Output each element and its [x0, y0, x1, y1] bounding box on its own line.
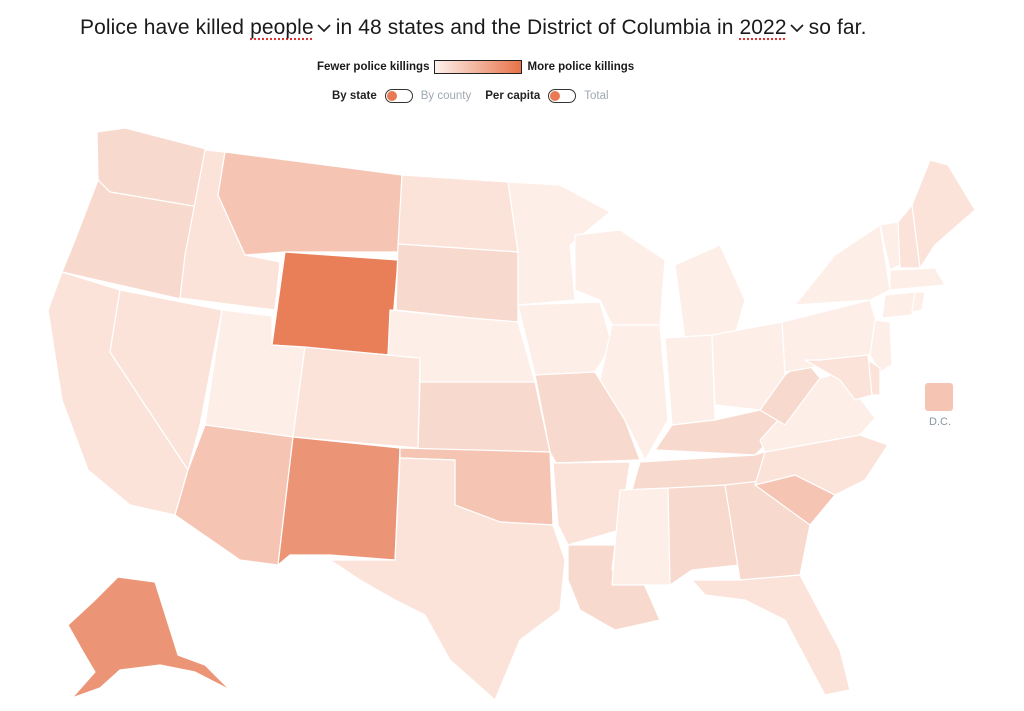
- legend-low-label: Fewer police killings: [317, 61, 430, 73]
- legend-high-label: More police killings: [527, 61, 635, 73]
- toggle-by-state-label[interactable]: By state: [332, 90, 377, 102]
- state-ME[interactable]: [911, 159, 976, 269]
- state-NM[interactable]: [277, 436, 401, 566]
- toggle-by-county-label[interactable]: By county: [420, 90, 472, 102]
- state-IN[interactable]: [664, 334, 716, 426]
- toggle-knob: [386, 91, 397, 101]
- state-MS[interactable]: [611, 487, 671, 586]
- state-MN[interactable]: [507, 181, 611, 306]
- state-MO[interactable]: [534, 371, 641, 464]
- state-TX[interactable]: [329, 457, 566, 701]
- state-NV[interactable]: [109, 289, 223, 471]
- chevron-down-icon[interactable]: [789, 20, 805, 36]
- dc-label: D.C.: [929, 416, 951, 428]
- color-legend: Fewer police killings More police killin…: [317, 60, 634, 74]
- state-WY[interactable]: [271, 251, 399, 356]
- measure-dropdown[interactable]: people: [250, 16, 314, 39]
- title-suffix: so far.: [808, 16, 867, 39]
- view-toggles: By state By county Per capita Total: [332, 89, 609, 103]
- state-NJ[interactable]: [869, 319, 893, 373]
- metric-toggle-switch[interactable]: [548, 89, 577, 103]
- map-title: Police have killed people in 48 states a…: [80, 16, 867, 40]
- state-FL[interactable]: [691, 574, 851, 696]
- state-WV[interactable]: [759, 359, 821, 426]
- state-MI[interactable]: [674, 244, 746, 341]
- title-middle: in 48 states and the District of Columbi…: [335, 16, 734, 39]
- state-ND[interactable]: [397, 174, 519, 253]
- title-prefix: Police have killed: [80, 16, 245, 39]
- state-RI[interactable]: [911, 291, 926, 313]
- toggle-per-capita-label[interactable]: Per capita: [485, 90, 541, 102]
- state-NY[interactable]: [794, 224, 891, 306]
- state-MD[interactable]: [804, 354, 873, 401]
- year-dropdown[interactable]: 2022: [739, 16, 787, 39]
- state-SD[interactable]: [395, 243, 519, 323]
- state-IL[interactable]: [599, 324, 669, 461]
- state-NC[interactable]: [754, 434, 889, 496]
- state-AR[interactable]: [552, 461, 631, 546]
- state-KS[interactable]: [417, 381, 551, 453]
- state-CT[interactable]: [881, 291, 916, 319]
- legend-gradient-bar: [434, 60, 523, 74]
- state-AK[interactable]: [67, 576, 231, 699]
- chevron-down-icon[interactable]: [316, 20, 332, 36]
- state-MT[interactable]: [217, 151, 403, 256]
- state-OR[interactable]: [61, 179, 206, 301]
- state-CO[interactable]: [292, 346, 421, 449]
- geography-toggle-switch[interactable]: [384, 89, 413, 103]
- toggle-total-label[interactable]: Total: [584, 90, 609, 102]
- toggle-knob: [550, 91, 561, 101]
- state-AL[interactable]: [667, 484, 741, 586]
- state-MA[interactable]: [889, 267, 946, 291]
- dc-box[interactable]: [925, 383, 953, 411]
- state-IA[interactable]: [517, 301, 613, 376]
